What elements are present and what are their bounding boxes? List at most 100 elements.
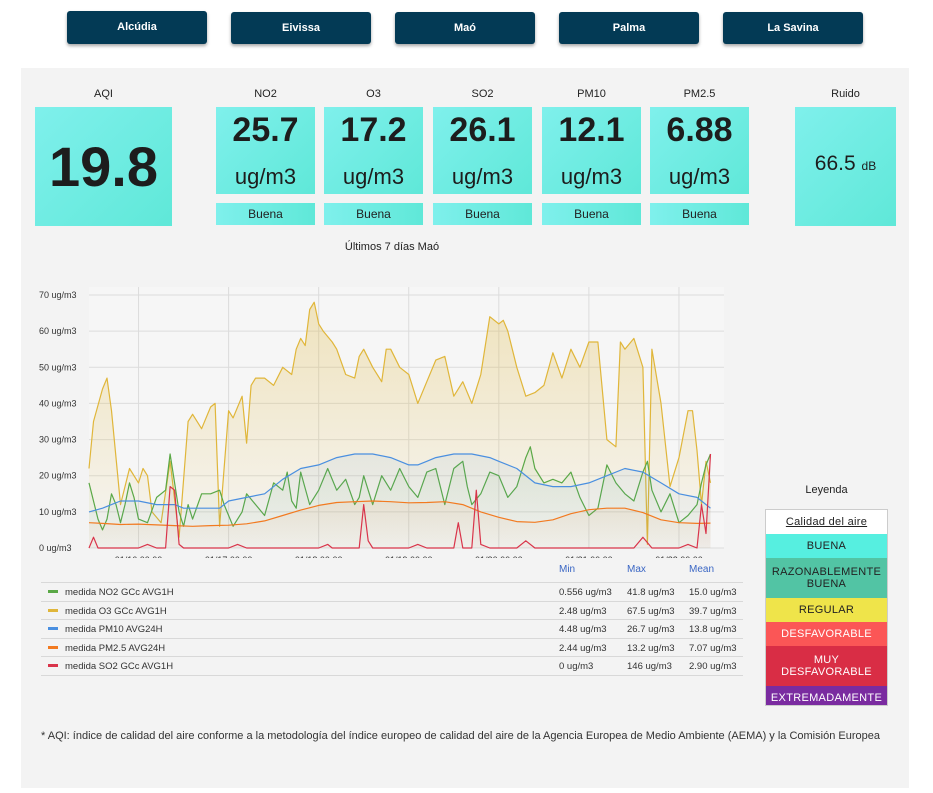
legend-item: EXTREMADAMENTE bbox=[766, 686, 887, 705]
o3-unit: ug/m3 bbox=[342, 164, 405, 189]
stat-min: 0 ug/m3 bbox=[559, 661, 594, 673]
aqi-label: AQI bbox=[94, 88, 113, 100]
stat-mean: 2.90 ug/m3 bbox=[689, 661, 737, 673]
y-tick-label: 50 ug/m3 bbox=[39, 362, 77, 372]
so2-unit: ug/m3 bbox=[451, 164, 514, 189]
air-quality-panel: AQI 19.8 NO2 25.7 ug/m3 Buena O3 17.2 ug… bbox=[21, 68, 909, 788]
stat-mean: 13.8 ug/m3 bbox=[689, 624, 737, 636]
no2-tile: 25.7 ug/m3 bbox=[216, 107, 315, 194]
noise-label: Ruido bbox=[831, 88, 860, 100]
stat-max: 67.5 ug/m3 bbox=[627, 605, 675, 617]
so2-value: 26.1 bbox=[449, 111, 516, 149]
stat-max: 13.2 ug/m3 bbox=[627, 642, 675, 654]
y-tick-label: 10 ug/m3 bbox=[39, 507, 77, 517]
noise-value: 66.5 bbox=[814, 152, 856, 175]
noise-reading: 66.5 dB bbox=[795, 152, 896, 176]
x-tick-label: 01/20 00:00 bbox=[475, 555, 523, 558]
pm25-value: 6.88 bbox=[666, 111, 733, 149]
pm25-tile: 6.88 ug/m3 bbox=[650, 107, 749, 194]
noise-unit: dB bbox=[861, 159, 877, 173]
series-name: medida O3 GCc AVG1H bbox=[65, 605, 167, 617]
stat-max: 26.7 ug/m3 bbox=[627, 624, 675, 636]
legend-item: REGULAR bbox=[766, 598, 887, 622]
pm10-label: PM10 bbox=[577, 88, 606, 100]
aqi-footnote: * AQI: índice de calidad del aire confor… bbox=[41, 730, 880, 742]
so2-quality: Buena bbox=[433, 203, 532, 225]
pollution-chart[interactable]: 0 ug/m3 10 ug/m3 20 ug/m3 30 ug/m3 40 ug/m3 5… bbox=[21, 258, 763, 558]
stats-row[interactable]: medida SO2 GCc AVG1H 0 ug/m3 146 ug/m3 2.90… bbox=[41, 656, 743, 674]
tab-mao[interactable]: Maó bbox=[395, 12, 535, 44]
no2-quality: Buena bbox=[216, 203, 315, 225]
pm10-unit: ug/m3 bbox=[560, 164, 623, 189]
air-quality-legend: Calidad del aire BUENA RAZONABLEMENTE BUE… bbox=[765, 509, 888, 706]
series-swatch bbox=[48, 627, 58, 631]
legend-title: Leyenda bbox=[805, 484, 848, 496]
pm10-value: 12.1 bbox=[558, 111, 625, 149]
series-name: medida NO2 GCc AVG1H bbox=[65, 587, 174, 598]
legend-item: BUENA bbox=[766, 534, 887, 558]
legend-header: Calidad del aire bbox=[766, 510, 887, 534]
o3-quality: Buena bbox=[324, 203, 423, 225]
tab-eivissa[interactable]: Eivissa bbox=[231, 12, 371, 44]
stats-header-mean: Mean bbox=[689, 564, 715, 575]
x-tick-label: 01/19 00:00 bbox=[385, 555, 433, 558]
tab-la-savina[interactable]: La Savina bbox=[723, 12, 863, 44]
series-area bbox=[89, 501, 711, 548]
tab-alcudia[interactable]: Alcúdia bbox=[67, 11, 207, 44]
tab-palma[interactable]: Palma bbox=[559, 12, 699, 44]
y-tick-label: 70 ug/m3 bbox=[39, 290, 77, 300]
series-line bbox=[88, 453, 712, 549]
o3-value: 17.2 bbox=[340, 111, 407, 149]
legend-item: RAZONABLEMENTE BUENA bbox=[766, 558, 887, 598]
stats-header-max: Max bbox=[627, 564, 646, 575]
stat-min: 0.556 ug/m3 bbox=[559, 587, 612, 598]
stats-row[interactable]: medida NO2 GCc AVG1H 0.556 ug/m3 41.8 ug/m… bbox=[41, 582, 743, 600]
stats-row[interactable]: medida PM2.5 AVG24H 2.44 ug/m3 13.2 ug/m3 7… bbox=[41, 637, 743, 656]
o3-tile: 17.2 ug/m3 bbox=[324, 107, 423, 194]
series-swatch bbox=[48, 608, 58, 612]
o3-label: O3 bbox=[366, 88, 381, 100]
x-tick-label: 01/22 00:00 bbox=[655, 555, 703, 558]
noise-tile: 66.5 dB bbox=[795, 107, 896, 226]
series-name: medida PM10 AVG24H bbox=[65, 624, 163, 636]
pm10-quality: Buena bbox=[542, 203, 641, 225]
pm25-label: PM2.5 bbox=[683, 88, 716, 100]
stats-header-min: Min bbox=[559, 564, 576, 575]
series-line bbox=[88, 301, 712, 545]
y-tick-label: 30 ug/m3 bbox=[39, 435, 77, 445]
series-name: medida PM2.5 AVG24H bbox=[65, 642, 166, 654]
pm25-unit: ug/m3 bbox=[668, 164, 731, 189]
y-tick-label: 60 ug/m3 bbox=[39, 326, 77, 336]
y-tick-label: 0 ug/m3 bbox=[39, 543, 72, 553]
stat-max: 41.8 ug/m3 bbox=[627, 587, 675, 598]
so2-tile: 26.1 ug/m3 bbox=[433, 107, 532, 194]
no2-label: NO2 bbox=[254, 88, 277, 100]
stat-min: 2.44 ug/m3 bbox=[559, 642, 607, 654]
no2-unit: ug/m3 bbox=[234, 164, 297, 189]
stat-mean: 7.07 ug/m3 bbox=[689, 642, 737, 654]
series-line bbox=[88, 500, 711, 527]
series-swatch bbox=[48, 664, 58, 668]
stat-max: 146 ug/m3 bbox=[627, 661, 672, 673]
x-tick-label: 01/17 00:00 bbox=[205, 555, 253, 558]
stat-mean: 39.7 ug/m3 bbox=[689, 605, 737, 617]
chart-title: Últimos 7 días Maó bbox=[344, 241, 440, 253]
so2-label: SO2 bbox=[471, 88, 494, 100]
x-tick-label: 01/16 00:00 bbox=[115, 555, 163, 558]
legend-item: MUY DESFAVORABLE bbox=[766, 646, 887, 686]
series-swatch bbox=[48, 590, 58, 593]
legend-item: DESFAVORABLE bbox=[766, 622, 887, 646]
stats-row[interactable]: medida PM10 AVG24H 4.48 ug/m3 26.7 ug/m3 13… bbox=[41, 619, 743, 637]
stat-mean: 15.0 ug/m3 bbox=[689, 587, 737, 598]
stat-min: 2.48 ug/m3 bbox=[559, 605, 607, 617]
y-tick-label: 40 ug/m3 bbox=[39, 398, 77, 408]
series-swatch bbox=[48, 645, 58, 649]
pm10-tile: 12.1 ug/m3 bbox=[542, 107, 641, 194]
y-tick-label: 20 ug/m3 bbox=[39, 471, 77, 481]
stats-row[interactable]: medida O3 GCc AVG1H 2.48 ug/m3 67.5 ug/m3 3… bbox=[41, 600, 743, 619]
pm25-quality: Buena bbox=[650, 203, 749, 225]
no2-value: 25.7 bbox=[232, 111, 299, 149]
aqi-value: 19.8 bbox=[35, 107, 172, 226]
station-tabs: Alcúdia Eivissa Maó Palma La Savina bbox=[0, 0, 933, 60]
stats-bottom-rule bbox=[41, 675, 743, 676]
